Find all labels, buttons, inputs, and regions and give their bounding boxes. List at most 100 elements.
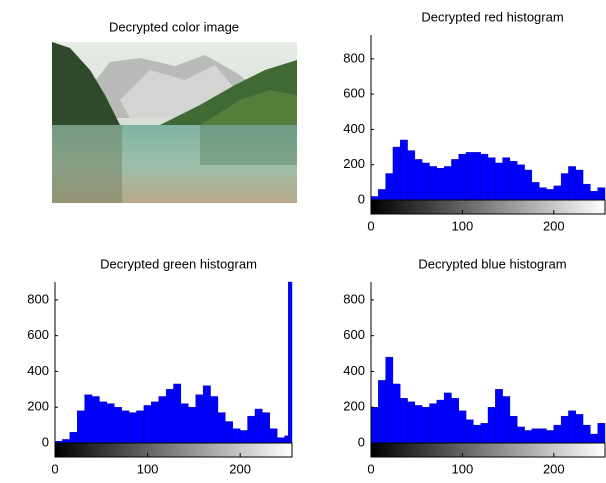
y-tick-label: 800 (27, 291, 49, 306)
bar (568, 410, 576, 444)
colorbar (370, 442, 606, 458)
bar (407, 150, 416, 201)
bar (458, 153, 467, 201)
y-tick-label: 400 (343, 363, 365, 378)
bar (121, 410, 130, 444)
y-tick-label: 200 (343, 399, 365, 414)
bar (590, 190, 598, 201)
bar (128, 412, 137, 444)
bar (480, 153, 489, 201)
bar (582, 424, 591, 444)
bar (509, 415, 518, 444)
bar (77, 410, 85, 444)
y-tick-label: 0 (358, 191, 365, 206)
bar (400, 398, 408, 444)
bar (106, 403, 115, 444)
x-tick-label: 200 (543, 218, 565, 233)
bar (276, 437, 285, 444)
y-tick-label: 600 (343, 327, 365, 342)
bar (414, 405, 423, 444)
bar (517, 164, 525, 201)
bar (378, 380, 386, 444)
bar (597, 423, 606, 444)
bar (495, 162, 503, 201)
y-tick-label: 0 (42, 434, 49, 449)
bar (429, 403, 438, 444)
bar (575, 169, 584, 201)
bar (151, 401, 159, 444)
bar (225, 421, 233, 444)
bar (538, 428, 547, 444)
bar (392, 383, 401, 444)
bar (217, 412, 226, 444)
bar (239, 430, 248, 444)
bar (378, 189, 386, 201)
bar (62, 439, 71, 444)
bar (509, 160, 518, 201)
y-tick-label: 200 (343, 156, 365, 171)
bar (385, 356, 394, 444)
bar (465, 419, 474, 444)
bar (443, 166, 452, 201)
bar (560, 173, 569, 201)
bar (560, 415, 569, 444)
bar (590, 433, 598, 444)
bar (524, 430, 533, 444)
bar (407, 401, 416, 444)
y-tick-label: 800 (343, 291, 365, 306)
bar (188, 407, 196, 444)
x-tick-label: 100 (452, 461, 474, 476)
y-tick-label: 200 (27, 399, 49, 414)
bar (487, 157, 496, 201)
x-tick-label: 100 (137, 461, 159, 476)
bar (158, 396, 167, 444)
bar (458, 410, 467, 444)
bar (436, 168, 445, 201)
y-tick-label: 600 (27, 327, 49, 342)
bar (538, 187, 547, 201)
bar (370, 407, 379, 444)
chart-title: Decrypted green histogram (100, 256, 257, 271)
bar (495, 389, 503, 444)
bar (84, 394, 93, 444)
x-tick-label: 200 (543, 461, 565, 476)
bar (69, 432, 78, 444)
y-tick-label: 400 (27, 363, 49, 378)
bar (451, 159, 459, 201)
bar (195, 394, 204, 444)
y-tick-label: 400 (343, 121, 365, 136)
bar (421, 407, 430, 444)
bar (487, 407, 496, 444)
bar (597, 187, 606, 201)
bar (517, 426, 525, 444)
bar (553, 424, 562, 444)
bar (465, 152, 474, 201)
bar (262, 412, 270, 444)
bar (546, 189, 555, 201)
bar (436, 399, 445, 444)
bar (582, 183, 591, 201)
bar (414, 159, 423, 201)
bar (288, 281, 293, 444)
image-title: Decrypted color image (109, 19, 239, 34)
bar (247, 415, 256, 444)
bar (136, 410, 145, 444)
chart-title: Decrypted blue histogram (418, 256, 566, 271)
bar (400, 139, 408, 201)
colorbar (54, 442, 293, 458)
bar (502, 396, 511, 444)
bar (421, 162, 430, 201)
bar (254, 408, 263, 444)
colorbar (370, 199, 606, 215)
bar (173, 383, 182, 444)
y-tick-label: 800 (343, 50, 365, 65)
bar (165, 389, 174, 444)
x-tick-label: 100 (452, 218, 474, 233)
bar (524, 169, 533, 201)
bar (473, 152, 481, 201)
bar (568, 166, 576, 201)
bar (91, 396, 100, 444)
y-tick-label: 0 (358, 434, 365, 449)
bar (143, 405, 152, 444)
